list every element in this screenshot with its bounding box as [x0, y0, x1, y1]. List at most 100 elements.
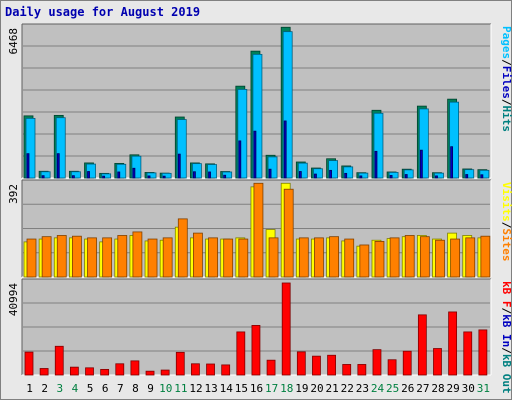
bar-files: [86, 163, 96, 179]
bar-kb-f: [281, 282, 291, 376]
bar-pages: [314, 173, 317, 179]
x-tick-label: 5: [87, 382, 94, 395]
bar-sites: [314, 237, 324, 278]
x-tick-label: 24: [371, 382, 385, 395]
bar-kb-f: [342, 364, 352, 376]
legend-item: Sites: [500, 228, 512, 261]
bar-sites: [71, 235, 82, 278]
bar-kb-f: [266, 359, 276, 376]
bar-pages: [344, 172, 348, 179]
bar-pages: [253, 130, 257, 179]
x-tick-label: 15: [235, 382, 248, 395]
bar-files: [403, 169, 414, 179]
bar-pages: [102, 175, 106, 179]
bar-kb-f: [312, 355, 321, 376]
bar-pages: [117, 171, 121, 179]
x-tick-label: 20: [310, 382, 323, 395]
x-tick-label: 29: [447, 382, 460, 395]
bar-files: [434, 172, 444, 179]
y-max-label: 40994: [7, 283, 20, 316]
bar-kb-f: [85, 367, 94, 376]
bar-sites: [193, 232, 203, 278]
bar-pages: [147, 175, 151, 179]
x-tick-label: 23: [356, 382, 369, 395]
bar-kb-f: [387, 359, 397, 376]
bar-kb-f: [100, 368, 110, 376]
bar-pages: [71, 175, 75, 179]
bar-files: [343, 166, 354, 179]
bar-sites: [329, 236, 339, 278]
bar-files: [388, 172, 399, 179]
x-tick-label: 31: [477, 382, 490, 395]
bar-kb-f: [24, 351, 34, 376]
legend-item: kB Out: [500, 354, 512, 394]
bar-sites: [465, 237, 476, 278]
bar-pages: [419, 149, 423, 179]
x-tick-label: 18: [280, 382, 293, 395]
bar-files: [252, 53, 263, 179]
bar-files: [373, 112, 384, 179]
legend-item: Hits: [500, 106, 512, 133]
bar-kb-f: [206, 363, 215, 376]
bar-pages: [359, 175, 363, 179]
bar-sites: [283, 188, 294, 278]
x-tick-label: 11: [174, 382, 187, 395]
bar-sites: [177, 218, 188, 278]
y-max-label: 392: [7, 184, 20, 204]
x-tick-label: 13: [204, 382, 217, 395]
bar-kb-f: [160, 369, 170, 376]
bar-sites: [87, 237, 97, 278]
bar-files: [479, 169, 490, 179]
bar-kb-f: [417, 314, 427, 376]
x-tick-label: 22: [341, 382, 354, 395]
bar-sites: [102, 237, 113, 278]
bar-pages: [435, 175, 438, 179]
bar-sites: [359, 244, 370, 278]
bar-kb-f: [402, 350, 412, 376]
x-tick-label: 17: [265, 382, 278, 395]
bar-pages: [329, 169, 332, 179]
bar-kb-f: [69, 366, 79, 376]
bar-pages: [480, 174, 484, 179]
bar-kb-f: [236, 331, 246, 376]
y-max-label: 6468: [7, 28, 20, 55]
legend-item: /: [500, 308, 512, 315]
bar-sites: [480, 235, 491, 278]
bar-files: [358, 172, 369, 179]
bar-pages: [162, 175, 166, 179]
bar-pages: [41, 175, 45, 179]
x-tick-label: 16: [250, 382, 263, 395]
bar-kb-f: [463, 331, 473, 376]
bar-sites: [162, 237, 173, 278]
x-tick-label: 1: [26, 382, 33, 395]
x-tick-label: 27: [416, 382, 429, 395]
bar-sites: [223, 238, 234, 278]
legend-item: kB In: [500, 314, 512, 347]
bar-sites: [56, 235, 67, 278]
bar-files: [237, 89, 248, 179]
bar-sites: [435, 239, 445, 278]
bar-pages: [132, 167, 136, 179]
bar-pages: [56, 153, 60, 179]
bar-sites: [450, 238, 461, 278]
bar-files: [282, 31, 293, 179]
bar-sites: [238, 238, 249, 278]
bar-kb-f: [115, 363, 125, 376]
bar-sites: [132, 231, 143, 278]
bar-pages: [298, 171, 302, 179]
bar-sites: [268, 237, 279, 278]
x-tick-label: 21: [326, 382, 339, 395]
bar-kb-f: [251, 325, 261, 376]
bar-pages: [223, 174, 227, 179]
bar-sites: [208, 237, 218, 278]
x-tick-label: 28: [431, 382, 444, 395]
bar-files: [328, 160, 338, 179]
bar-pages: [193, 171, 196, 179]
x-tick-label: 14: [220, 382, 234, 395]
bar-kb-f: [54, 345, 64, 376]
bar-kb-f: [478, 329, 488, 376]
bar-kb-f: [175, 351, 185, 376]
bar-files: [25, 117, 36, 179]
bar-files: [418, 108, 429, 179]
